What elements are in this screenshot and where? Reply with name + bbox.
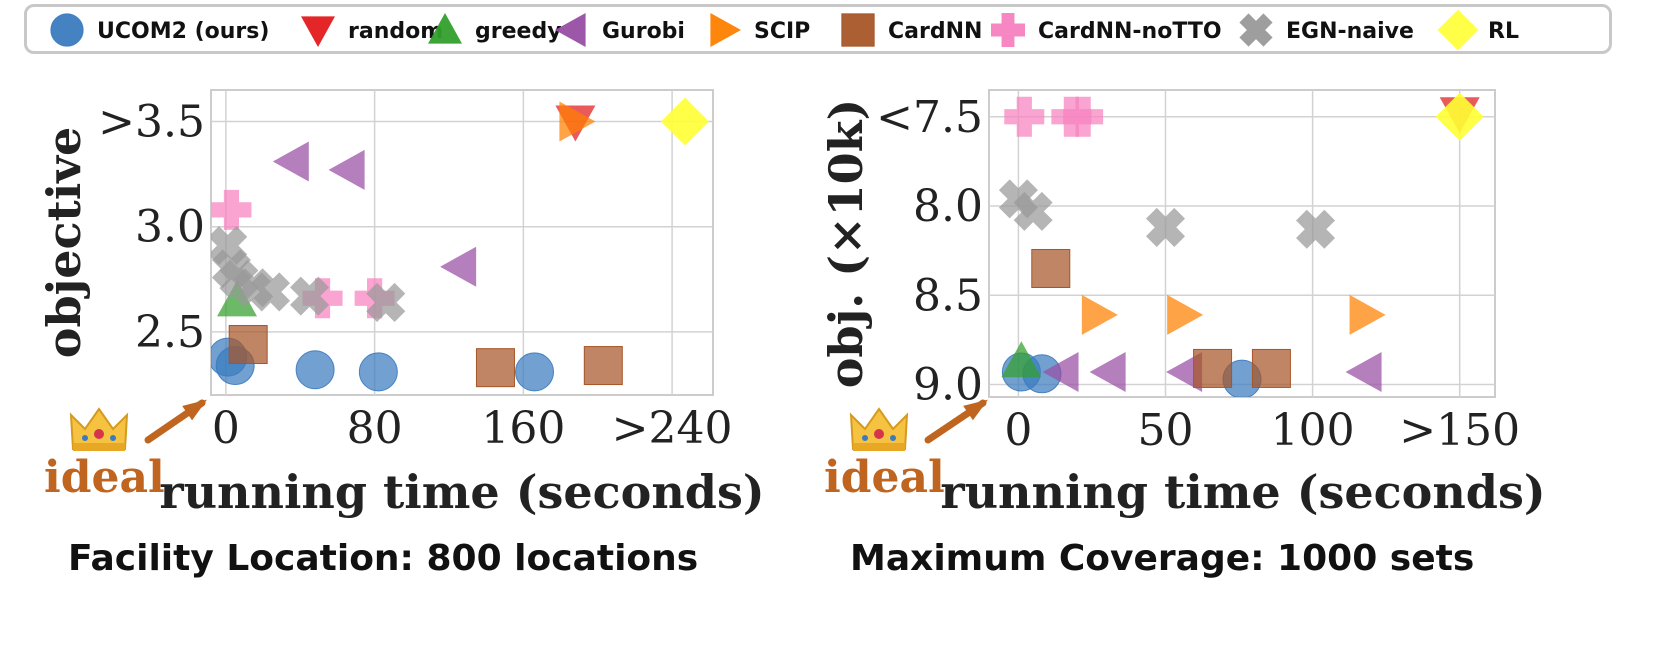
point-cardnn <box>1193 348 1233 388</box>
point-scip <box>559 101 596 142</box>
y-tick-label: 3.0 <box>135 202 205 253</box>
legend-item-egn: EGN-naive <box>1239 13 1414 47</box>
ideal-label: ideal <box>44 452 165 503</box>
x-tick-label: >240 <box>612 403 733 454</box>
x-tick-label: >150 <box>1399 405 1520 456</box>
legend-item-greedy: greedy <box>428 13 562 44</box>
point-gurobi <box>440 246 477 287</box>
legend-label-random: random <box>348 19 443 44</box>
point-greedy <box>1001 341 1042 378</box>
legend-label-gurobi: Gurobi <box>602 19 685 44</box>
legend-label-cardnn_nott: CardNN-noTTO <box>1038 19 1222 44</box>
point-cardnn_nott <box>211 189 252 230</box>
legend-item-cardnn: CardNN <box>841 13 982 47</box>
legend-item-gurobi: Gurobi <box>555 13 685 47</box>
legend-label-ucom2: UCOM2 (ours) <box>97 19 269 44</box>
caption-maximum-coverage: Maximum Coverage: 1000 sets <box>850 538 1475 579</box>
plot-area <box>210 89 714 396</box>
point-ucom2 <box>295 350 335 390</box>
y-axis-label: objective <box>37 127 91 358</box>
legend-marker-scip <box>710 13 741 47</box>
legend-marker-greedy <box>428 13 462 44</box>
point-cardnn_nott <box>302 278 343 319</box>
point-cardnn <box>475 348 515 388</box>
point-scip <box>1349 294 1386 335</box>
legend-item-rl: RL <box>1437 9 1519 51</box>
point-ucom2 <box>358 352 398 392</box>
y-tick-label: 2.5 <box>135 307 205 358</box>
point-gurobi <box>1042 352 1079 393</box>
legend: UCOM2 (ours) random greedy Gurobi SCIP CardNN… <box>24 4 1612 54</box>
caption-facility-location: Facility Location: 800 locations <box>68 538 699 579</box>
legend-marker-ucom2 <box>50 13 84 47</box>
legend-svg: UCOM2 (ours) random greedy Gurobi SCIP CardNN… <box>50 9 1519 51</box>
ideal-label: ideal <box>824 452 945 503</box>
plot-area <box>988 89 1496 398</box>
point-cardnn <box>1251 348 1291 388</box>
point-cardnn <box>583 346 623 386</box>
point-egn <box>290 276 330 316</box>
legend-item-ucom2: UCOM2 (ours) <box>50 13 269 47</box>
x-tick-label: 80 <box>347 403 403 454</box>
y-axis-label: obj. (×10k) <box>819 99 873 388</box>
point-rl <box>1435 92 1484 141</box>
y-tick-label: <7.5 <box>876 92 983 143</box>
point-cardnn <box>1031 248 1071 288</box>
point-gurobi <box>1345 352 1382 393</box>
point-scip <box>1081 294 1118 335</box>
point-egn <box>1013 191 1053 231</box>
x-tick-label: 0 <box>1004 405 1032 456</box>
x-axis-label: running time (seconds) <box>940 465 1545 519</box>
point-gurobi <box>272 141 309 182</box>
data-points <box>998 92 1484 397</box>
legend-marker-random <box>301 16 335 47</box>
legend-label-rl: RL <box>1488 19 1519 44</box>
legend-item-scip: SCIP <box>710 13 810 47</box>
legend-label-egn: EGN-naive <box>1286 19 1414 44</box>
point-egn <box>366 282 406 322</box>
point-scip <box>1167 294 1204 335</box>
x-tick-label: 100 <box>1271 405 1355 456</box>
point-cardnn <box>228 325 268 365</box>
crown-icon <box>849 407 909 451</box>
legend-label-greedy: greedy <box>475 19 562 44</box>
ideal-arrow <box>144 399 207 444</box>
point-ucom2 <box>515 352 555 392</box>
y-tick-label: >3.5 <box>98 97 205 148</box>
y-tick-label: 8.5 <box>913 270 983 321</box>
ideal-arrow <box>924 399 988 444</box>
legend-label-scip: SCIP <box>754 19 810 44</box>
point-egn <box>1296 209 1336 249</box>
legend-marker-cardnn <box>841 13 875 47</box>
x-tick-label: 0 <box>212 403 240 454</box>
y-tick-label: 8.0 <box>913 181 983 232</box>
point-rl <box>661 97 710 146</box>
x-tick-label: 50 <box>1138 405 1194 456</box>
crown-icon <box>69 407 129 451</box>
point-cardnn_nott <box>1063 96 1104 137</box>
point-gurobi <box>328 149 365 190</box>
legend-label-cardnn: CardNN <box>888 19 982 44</box>
x-tick-label: 160 <box>481 403 565 454</box>
legend-item-random: random <box>301 16 443 47</box>
point-gurobi <box>1089 352 1126 393</box>
point-egn <box>1145 207 1186 247</box>
legend-marker-gurobi <box>555 13 586 47</box>
legend-marker-cardnn_nott <box>991 13 1025 47</box>
legend-marker-egn <box>1239 13 1273 47</box>
y-tick-label: 9.0 <box>913 360 983 411</box>
data-points <box>211 97 710 392</box>
legend-marker-rl <box>1437 9 1479 51</box>
point-cardnn_nott <box>1004 96 1045 137</box>
point-egn <box>250 272 291 312</box>
x-axis-label: running time (seconds) <box>159 465 764 519</box>
legend-item-cardnn_nott: CardNN-noTTO <box>991 13 1222 47</box>
